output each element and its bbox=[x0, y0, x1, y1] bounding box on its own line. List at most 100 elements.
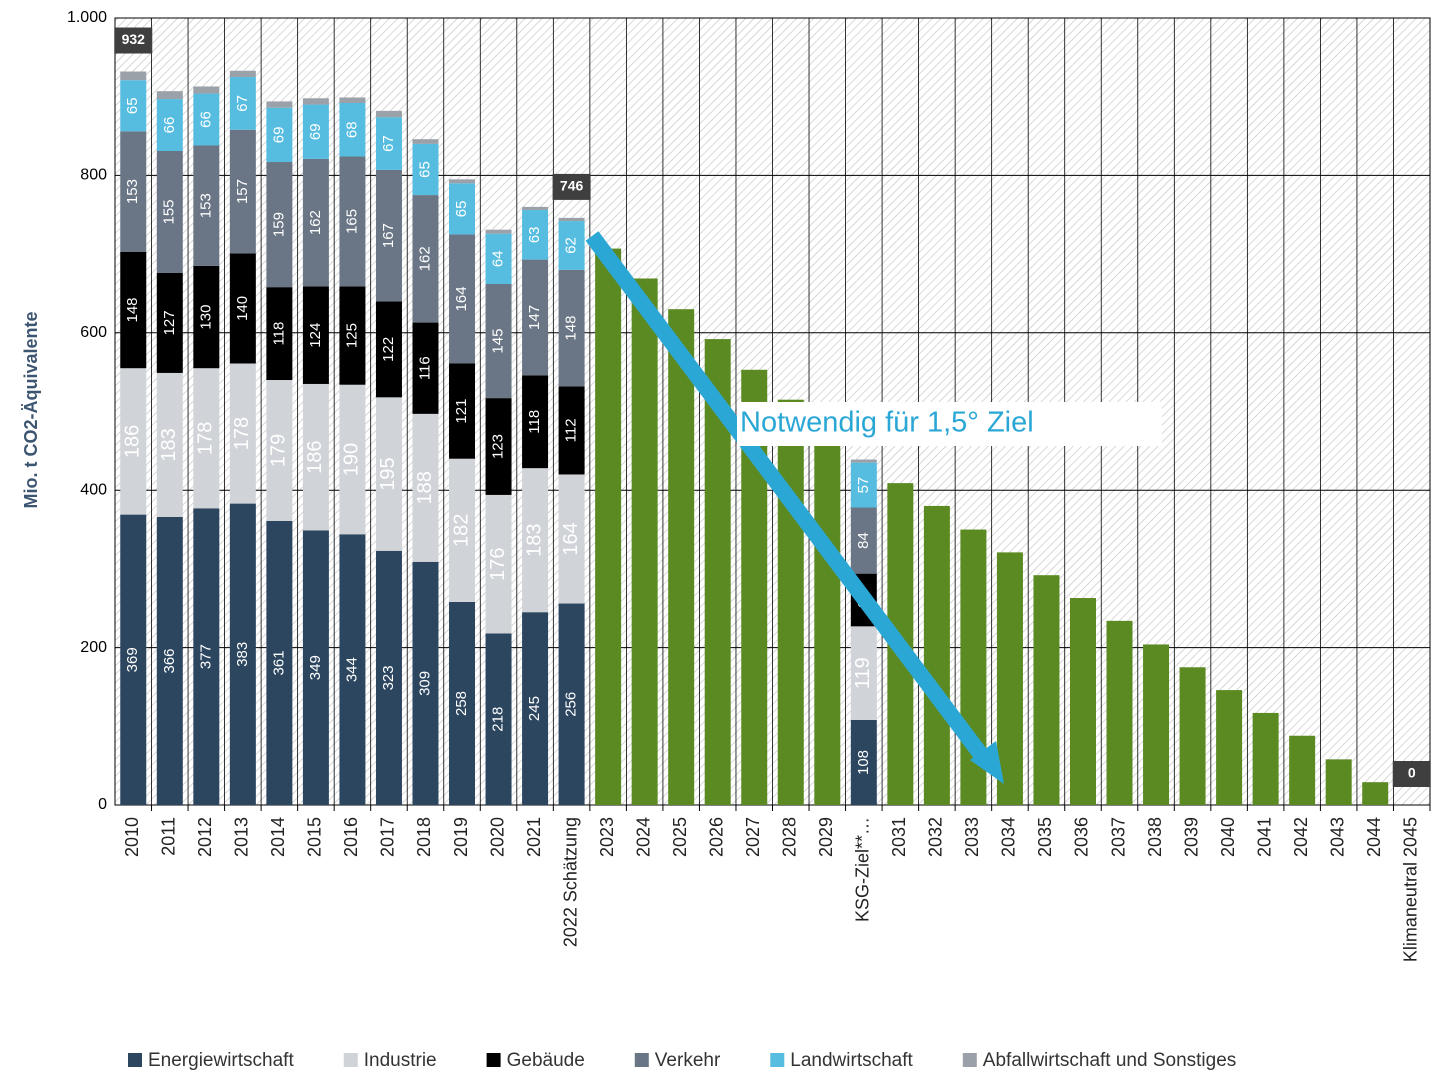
bar-segment bbox=[229, 363, 256, 504]
total-label: 746 bbox=[560, 178, 584, 194]
legend-label: Verkehr bbox=[655, 1050, 721, 1071]
bar-segment bbox=[120, 514, 147, 805]
data-label: 344 bbox=[343, 657, 360, 682]
bar-segment bbox=[375, 117, 402, 170]
bar-segment bbox=[1252, 712, 1279, 805]
data-label: 361 bbox=[270, 650, 287, 675]
bar-segment bbox=[449, 179, 476, 184]
bar-segment bbox=[485, 284, 512, 399]
bar-segment bbox=[1143, 644, 1170, 805]
bar-segment bbox=[156, 99, 183, 152]
x-tick-label: 2014 bbox=[268, 817, 288, 857]
data-label: 164 bbox=[560, 522, 582, 555]
y-tick-label: 800 bbox=[80, 167, 107, 184]
bar-segment bbox=[193, 86, 220, 94]
data-label: 155 bbox=[161, 199, 178, 224]
x-tick-label: 2043 bbox=[1327, 817, 1347, 857]
arrow-shaft bbox=[585, 231, 992, 765]
bar-segment bbox=[120, 80, 147, 132]
bar-segment bbox=[339, 156, 366, 287]
bar-segment bbox=[375, 397, 402, 551]
data-label: 153 bbox=[197, 193, 214, 218]
total-label: 932 bbox=[122, 31, 146, 47]
bar-segment bbox=[1179, 667, 1206, 805]
bar-segment bbox=[339, 286, 366, 385]
total-box bbox=[114, 27, 153, 54]
data-label: 124 bbox=[307, 323, 324, 348]
bar-segment bbox=[339, 534, 366, 805]
bar-segment bbox=[558, 603, 585, 805]
bar-segment bbox=[375, 550, 402, 805]
bar-segment bbox=[814, 430, 841, 805]
bar-segment bbox=[850, 626, 877, 721]
bar-segment bbox=[412, 139, 439, 144]
data-label: 383 bbox=[234, 642, 251, 667]
bar-segment bbox=[156, 151, 183, 273]
x-tick-label: 2036 bbox=[1072, 817, 1092, 857]
bar-segment bbox=[302, 158, 329, 287]
data-label: 159 bbox=[270, 212, 287, 237]
x-tick-label: 2026 bbox=[706, 817, 726, 857]
legend-label: Landwirtschaft bbox=[790, 1050, 913, 1071]
bar-segment bbox=[412, 413, 439, 562]
data-label: 377 bbox=[197, 644, 214, 669]
bar-segment bbox=[193, 265, 220, 369]
bar-segment bbox=[1325, 759, 1352, 805]
x-tick-label: 2018 bbox=[414, 817, 434, 857]
data-label: 183 bbox=[158, 428, 180, 461]
data-label: 65 bbox=[416, 161, 433, 178]
data-label: 178 bbox=[231, 417, 253, 450]
legend-label: Abfallwirtschaft und Sonstiges bbox=[983, 1050, 1236, 1071]
data-label: 258 bbox=[453, 691, 470, 716]
data-label: 369 bbox=[124, 647, 141, 672]
data-label: 148 bbox=[124, 297, 141, 322]
x-tick-label: 2027 bbox=[743, 817, 763, 857]
bar-segment bbox=[449, 458, 476, 602]
data-label: 84 bbox=[855, 532, 872, 549]
data-label: 157 bbox=[234, 179, 251, 204]
bar-segment bbox=[485, 398, 512, 495]
x-tick-label: 2019 bbox=[451, 817, 471, 857]
bar-segment bbox=[522, 206, 549, 211]
data-label: 323 bbox=[380, 665, 397, 690]
data-label: 112 bbox=[563, 418, 580, 442]
bar-segment bbox=[449, 363, 476, 459]
bar-segment bbox=[996, 552, 1023, 805]
data-label: 183 bbox=[523, 523, 545, 556]
bar-segment bbox=[850, 462, 877, 508]
bar-segment bbox=[266, 101, 293, 108]
data-label: 66 bbox=[161, 117, 178, 134]
legend-swatch bbox=[634, 1053, 649, 1067]
bar-segment bbox=[302, 286, 329, 384]
bar-segment bbox=[266, 162, 293, 288]
legend-label: Energiewirtschaft bbox=[148, 1050, 294, 1071]
data-label: 162 bbox=[416, 246, 433, 271]
x-tick-label: 2035 bbox=[1035, 817, 1055, 857]
bar-segment bbox=[558, 474, 585, 604]
bar-segment bbox=[156, 516, 183, 805]
x-tick-label: 2021 bbox=[524, 817, 544, 857]
bar-segment bbox=[156, 91, 183, 100]
data-label: 178 bbox=[195, 422, 217, 455]
legend-swatch bbox=[343, 1053, 358, 1067]
bar-segment bbox=[1362, 782, 1389, 805]
y-tick-label: 0 bbox=[98, 796, 107, 813]
x-tick-label: 2039 bbox=[1181, 817, 1201, 857]
x-tick-label: 2016 bbox=[341, 817, 361, 857]
bar-segment bbox=[120, 71, 147, 81]
data-label: 122 bbox=[380, 337, 397, 362]
bar-segment bbox=[156, 372, 183, 517]
x-tick-label: 2022 Schätzung bbox=[560, 817, 580, 947]
bar-segment bbox=[412, 195, 439, 323]
bar-segment bbox=[1069, 598, 1096, 805]
bar-segment bbox=[375, 301, 402, 398]
data-label: 218 bbox=[490, 707, 507, 732]
bar-segment bbox=[339, 102, 366, 157]
bar-segment bbox=[266, 107, 293, 163]
data-label: 256 bbox=[563, 692, 580, 717]
bar-segment bbox=[120, 251, 147, 369]
bar-segment bbox=[449, 234, 476, 364]
total-box bbox=[1392, 761, 1431, 787]
data-label: 130 bbox=[197, 305, 214, 330]
legend-label: Industrie bbox=[364, 1050, 437, 1071]
